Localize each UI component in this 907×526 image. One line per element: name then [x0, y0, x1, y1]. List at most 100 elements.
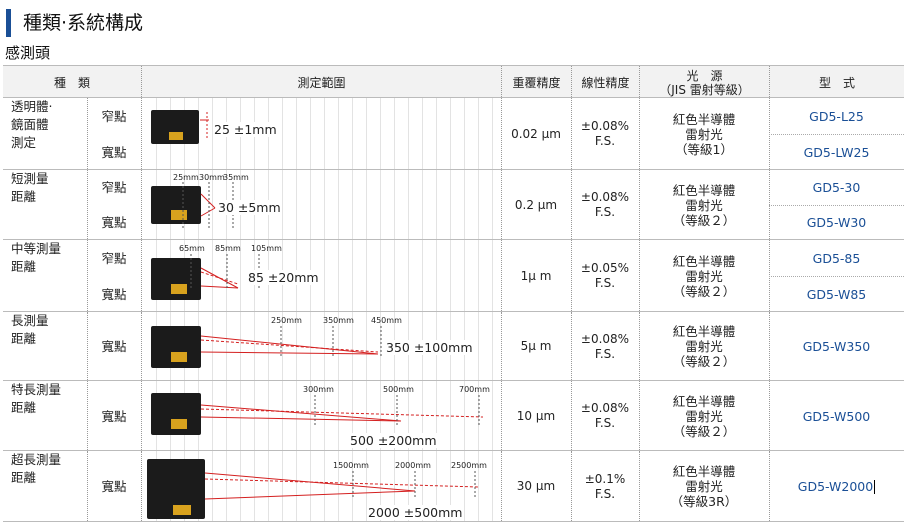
table-row: 透明體‧ 鏡面體 測定 窄點 寬點 25 ±1mm 0.02 μm ±0.08% F.…	[3, 98, 904, 170]
group-line: 距離	[11, 470, 37, 485]
group-line: 距離	[11, 400, 37, 415]
spot-type: 窄點	[101, 180, 127, 195]
sensor-head-image	[151, 110, 199, 144]
table-row: 短測量 距離 窄點 寬點 25mm 30mm 35mm 30 ±5mm 0.2 μ…	[3, 170, 904, 240]
linear-accuracy: ±0.08% F.S.	[571, 170, 639, 240]
header-repeat: 重覆精度	[501, 66, 571, 99]
source-line: （等級２）	[672, 354, 736, 369]
sensor-head-image	[151, 258, 201, 300]
laser-beam-graphic	[190, 254, 260, 290]
source-line: 紅色半導體	[672, 393, 736, 409]
range-tick: 250mm	[271, 316, 302, 325]
spot-type: 寬點	[101, 286, 127, 302]
range-tick: 85mm	[215, 244, 241, 253]
header-source-line2: （JIS 雷射等級）	[659, 82, 750, 97]
light-source: 紅色半導體 雷射光 （等級２）	[639, 170, 769, 240]
row-group: 超長測量 距離	[11, 451, 61, 522]
source-line: （等級3R）	[670, 494, 738, 509]
table-header: 種 類 測定範圍 重覆精度 線性精度 光 源 （JIS 雷射等級） 型 式	[3, 65, 904, 99]
table-row: 中等測量 距離 窄點 寬點 65mm 85mm 105mm 85 ±20mm 1μ…	[3, 240, 904, 312]
group-line: 距離	[11, 189, 37, 204]
model-link[interactable]: GD5-30	[812, 180, 861, 195]
model-link[interactable]: GD5-L25	[809, 108, 864, 124]
linear-unit: F.S.	[594, 205, 616, 219]
model-link[interactable]: GD5-W350	[802, 339, 871, 354]
repeat-accuracy: 30 μm	[516, 479, 556, 493]
group-line: 長測量	[11, 313, 49, 328]
range-tick: 35mm	[223, 173, 249, 182]
model-link[interactable]: GD5-W500	[802, 408, 871, 424]
range-tick: 2000mm	[395, 461, 431, 470]
text-cursor	[874, 479, 876, 494]
repeat-accuracy: 0.2 μm	[514, 197, 558, 212]
group-line: 特長測量	[11, 382, 62, 397]
header-source-line1: 光 源	[686, 68, 723, 83]
model-link[interactable]: GD5-W85	[806, 286, 867, 302]
spot-type: 寬點	[101, 408, 127, 424]
sensor-head-image	[147, 459, 205, 519]
page-title: 種類‧系統構成	[6, 9, 143, 37]
range-tick: 25mm	[173, 173, 199, 182]
range-value: 2000 ±500mm	[367, 505, 464, 520]
light-source: 紅色半導體 雷射光 （等級２）	[639, 381, 769, 451]
measurement-diagram: 25 ±1mm	[143, 98, 499, 169]
laser-beam-graphic	[200, 395, 484, 425]
linear-unit: F.S.	[594, 346, 616, 361]
source-line: （等級２）	[672, 283, 736, 299]
repeat-accuracy: 1μ m	[520, 268, 552, 283]
repeat-accuracy: 0.02 μm	[511, 126, 561, 141]
linear-accuracy: ±0.08% F.S.	[571, 98, 639, 170]
table-row: 超長測量 距離 寬點 1500mm 2000mm 2500mm 2000 ±500…	[3, 451, 904, 522]
measurement-diagram: 65mm 85mm 105mm 85 ±20mm	[143, 240, 499, 311]
range-tick: 1500mm	[333, 461, 369, 470]
spot-type: 窄點	[101, 250, 127, 266]
measurement-diagram: 300mm 500mm 700mm 500 ±200mm	[143, 381, 499, 450]
laser-beam-graphic	[200, 112, 209, 138]
row-group: 透明體‧ 鏡面體 測定	[11, 98, 52, 170]
range-tick: 500mm	[383, 385, 414, 394]
model-link[interactable]: GD5-85	[812, 250, 861, 266]
spot-type: 寬點	[101, 144, 127, 160]
range-value: 500 ±200mm	[349, 433, 438, 448]
range-value: 30 ±5mm	[217, 200, 282, 215]
row-group: 特長測量 距離	[11, 381, 61, 451]
range-tick: 105mm	[251, 244, 282, 253]
table-row: 長測量 距離 寬點 250mm 350mm 450mm 350 ±100mm 5μ…	[3, 312, 904, 381]
section-subtitle: 感測頭	[5, 44, 51, 62]
group-line: 測定	[11, 135, 37, 150]
range-tick: 350mm	[323, 316, 354, 325]
range-tick: 2500mm	[451, 461, 487, 470]
linear-unit: F.S.	[594, 276, 616, 290]
range-tick: 450mm	[371, 316, 402, 325]
model-link[interactable]: GD5-LW25	[803, 144, 870, 160]
spec-table: 種 類 測定範圍 重覆精度 線性精度 光 源 （JIS 雷射等級） 型 式 透明…	[3, 65, 904, 522]
measurement-diagram: 25mm 30mm 35mm 30 ±5mm	[143, 170, 499, 239]
group-line: 距離	[11, 331, 37, 346]
model-link[interactable]: GD5-W30	[806, 215, 867, 230]
linear-unit: F.S.	[594, 134, 616, 148]
source-line: 雷射光	[685, 408, 723, 424]
header-source: 光 源 （JIS 雷射等級）	[639, 66, 769, 99]
header-model: 型 式	[769, 66, 904, 99]
linear-value: ±0.08%	[580, 401, 630, 415]
model-link[interactable]: GD5-W2000	[797, 479, 874, 494]
source-line: （等級1）	[675, 141, 733, 157]
header-type: 種 類	[53, 75, 90, 90]
sensor-head-image	[151, 393, 201, 435]
linear-value: ±0.08%	[580, 119, 630, 133]
row-group: 長測量 距離	[11, 312, 49, 381]
light-source: 紅色半導體 雷射光 （等級1）	[639, 98, 769, 170]
linear-value: ±0.1%	[584, 471, 626, 486]
range-tick: 300mm	[303, 385, 334, 394]
source-line: 紅色半導體	[672, 324, 736, 339]
range-value: 350 ±100mm	[385, 340, 474, 355]
source-line: 雷射光	[685, 339, 723, 354]
sensor-head-image	[151, 326, 201, 368]
source-line: （等級２）	[672, 212, 736, 228]
source-line: 紅色半導體	[672, 111, 736, 127]
range-tick: 700mm	[459, 385, 490, 394]
group-line: 超長測量	[11, 452, 62, 467]
header-range: 測定範圍	[141, 66, 501, 99]
measurement-diagram: 1500mm 2000mm 2500mm 2000 ±500mm	[143, 451, 499, 521]
table-row: 特長測量 距離 寬點 300mm 500mm 700mm 500 ±200mm 1…	[3, 381, 904, 451]
